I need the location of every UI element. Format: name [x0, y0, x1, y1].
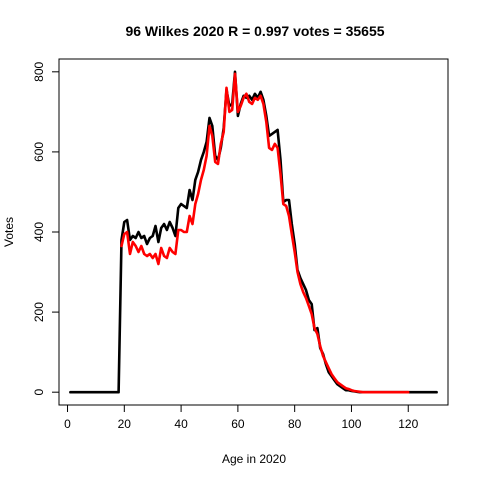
y-tick-label: 200	[32, 302, 46, 322]
y-axis: 0 200 400 600 800	[32, 61, 60, 396]
x-tick-label: 80	[288, 417, 302, 431]
plot-area	[69, 70, 438, 394]
y-axis-label: Votes	[2, 217, 16, 247]
x-axis: 0 20 40 60 80 100 120	[64, 404, 419, 431]
x-tick-label: 40	[174, 417, 188, 431]
y-tick-label: 400	[32, 222, 46, 242]
series-line-2	[120, 72, 410, 394]
chart-title: 96 Wilkes 2020 R = 0.997 votes = 35655	[125, 23, 384, 39]
x-tick-label: 60	[231, 417, 245, 431]
x-tick-label: 0	[64, 417, 71, 431]
x-tick-label: 120	[398, 417, 418, 431]
y-tick-label: 600	[32, 142, 46, 162]
x-axis-label: Age in 2020	[222, 452, 286, 466]
y-tick-label: 800	[32, 61, 46, 81]
x-tick-label: 20	[118, 417, 132, 431]
x-tick-label: 100	[341, 417, 361, 431]
y-tick-label: 0	[32, 389, 46, 396]
plot-frame	[58, 58, 449, 406]
